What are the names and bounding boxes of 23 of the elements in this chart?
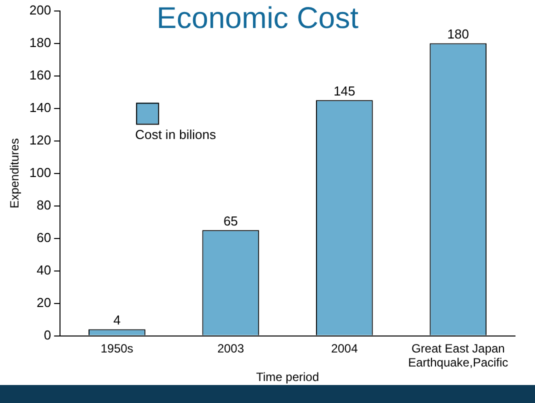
x-tick-label: 2003 xyxy=(217,341,244,356)
chart-title: Economic Cost xyxy=(156,2,360,36)
x-tick-label: 2004 xyxy=(331,341,358,356)
data-label: 145 xyxy=(334,83,356,98)
y-tick-label: 120 xyxy=(29,132,52,148)
y-tick-label: 60 xyxy=(36,230,52,245)
y-tick-label: 180 xyxy=(29,34,52,50)
x-tick-label: 1950s xyxy=(100,341,134,356)
data-label: 65 xyxy=(223,213,238,228)
y-axis-title: Expenditures xyxy=(8,138,22,208)
legend-label: Cost in bilions xyxy=(135,126,217,142)
y-tick-label: 160 xyxy=(29,67,52,82)
data-label: 180 xyxy=(447,26,469,42)
y-tick-label: 20 xyxy=(36,294,52,310)
x-tick-label: Great East Japan Earthquake,Pacific xyxy=(408,341,508,370)
y-tick-label: 100 xyxy=(29,164,52,180)
data-label: 4 xyxy=(113,312,121,328)
y-tick-label: 140 xyxy=(29,100,52,115)
y-tick-label: 80 xyxy=(36,197,52,212)
x-axis-title: Time period xyxy=(256,370,320,384)
y-tick-label: 0 xyxy=(44,327,52,342)
y-tick-label: 200 xyxy=(29,2,52,18)
y-tick-label: 40 xyxy=(36,262,52,278)
